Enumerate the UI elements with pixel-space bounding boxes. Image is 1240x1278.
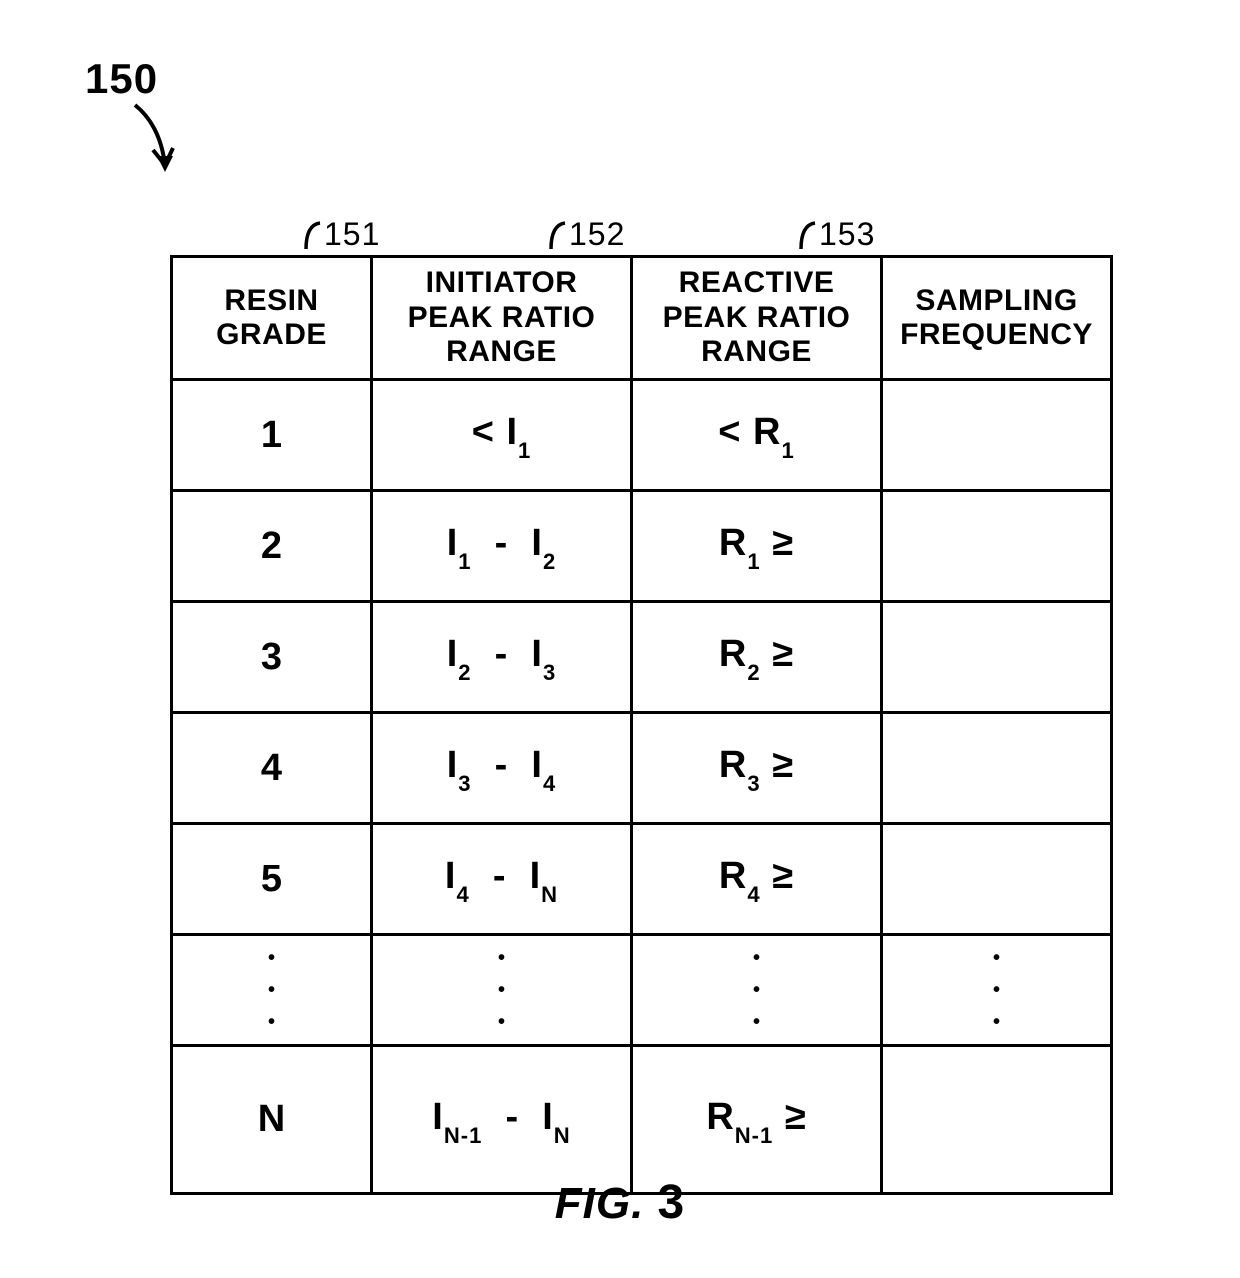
figure-caption: FIG. 3 [0,1175,1240,1230]
table-row: 3 I2 - I3 R2 ≥ [172,602,1112,713]
cell-grade: 3 [172,602,372,713]
arrow-icon [125,100,185,195]
cell-vdots: ••• [172,935,372,1046]
cell-grade: 4 [172,713,372,824]
cell-grade: 2 [172,491,372,602]
cell-initiator: IN-1 - IN [372,1046,632,1194]
figure-ref-label: 150 [85,55,158,103]
cell-initiator: I2 - I3 [372,602,632,713]
cell-vdots: ••• [882,935,1112,1046]
col-header-sampling: SAMPLINGFREQUENCY [882,257,1112,380]
cell-initiator: < I1 [372,380,632,491]
cell-grade: 1 [172,380,372,491]
table-row: N IN-1 - IN RN-1 ≥ [172,1046,1112,1194]
cell-sampling [882,713,1112,824]
table-row-ellipsis: ••• ••• ••• ••• [172,935,1112,1046]
cell-vdots: ••• [632,935,882,1046]
cell-vdots: ••• [372,935,632,1046]
cell-reactive: R1 ≥ [632,491,882,602]
table-row: 2 I1 - I2 R1 ≥ [172,491,1112,602]
col-ref-151: 151 [300,216,380,253]
col-ref-152: 152 [545,216,625,253]
cell-reactive: < R1 [632,380,882,491]
col-header-reactive: REACTIVEPEAK RATIORANGE [632,257,882,380]
cell-reactive: R4 ≥ [632,824,882,935]
cell-sampling [882,1046,1112,1194]
col-header-resin-grade: RESINGRADE [172,257,372,380]
cell-initiator: I4 - IN [372,824,632,935]
col-ref-153: 153 [795,216,875,253]
table-header-row: RESINGRADE INITIATORPEAK RATIORANGE REAC… [172,257,1112,380]
table-row: 5 I4 - IN R4 ≥ [172,824,1112,935]
cell-reactive: R2 ≥ [632,602,882,713]
cell-initiator: I1 - I2 [372,491,632,602]
cell-sampling [882,824,1112,935]
cell-grade: 5 [172,824,372,935]
table-row: 4 I3 - I4 R3 ≥ [172,713,1112,824]
cell-reactive: R3 ≥ [632,713,882,824]
cell-reactive: RN-1 ≥ [632,1046,882,1194]
cell-initiator: I3 - I4 [372,713,632,824]
resin-grade-table: RESINGRADE INITIATORPEAK RATIORANGE REAC… [170,255,1110,1195]
cell-sampling [882,491,1112,602]
col-header-initiator: INITIATORPEAK RATIORANGE [372,257,632,380]
table-row: 1 < I1 < R1 [172,380,1112,491]
cell-sampling [882,602,1112,713]
cell-grade: N [172,1046,372,1194]
cell-sampling [882,380,1112,491]
